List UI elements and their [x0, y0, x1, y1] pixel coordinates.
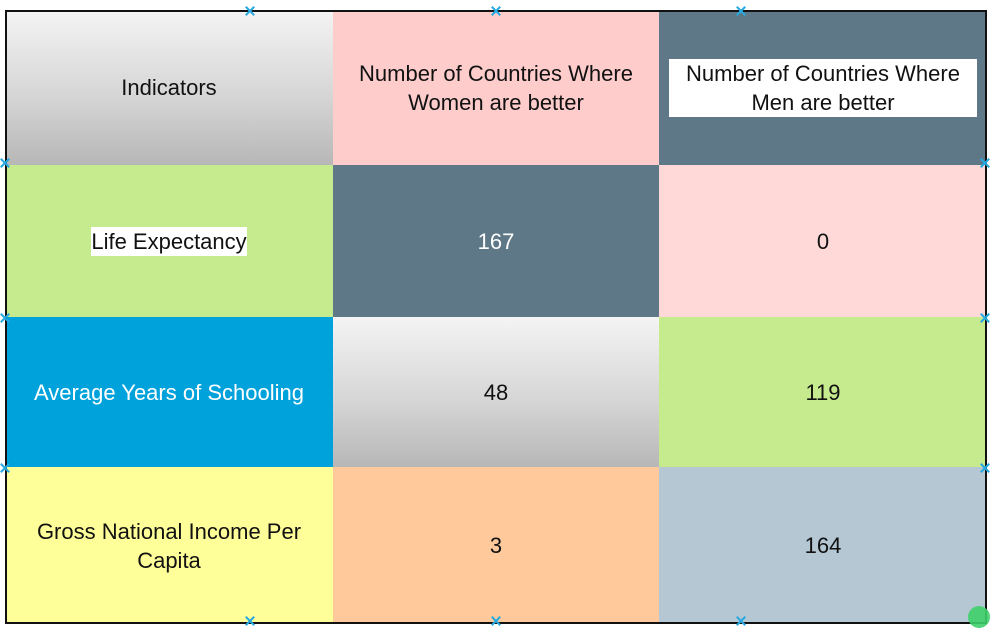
selection-handle-icon[interactable]	[980, 313, 990, 323]
selection-handle-icon[interactable]	[245, 6, 255, 16]
selection-handle-icon[interactable]	[980, 463, 990, 473]
connection-dot-icon[interactable]	[968, 606, 990, 628]
row-gni-indicator: Gross National Income Per Capita	[5, 467, 333, 624]
selection-handle-icon[interactable]	[0, 313, 10, 323]
row-schooling-indicator: Average Years of Schooling	[5, 317, 333, 467]
selection-handle-icon[interactable]	[245, 616, 255, 626]
selection-handle-icon[interactable]	[0, 463, 10, 473]
selection-handle-icon[interactable]	[0, 158, 10, 168]
header-men-better: Number of Countries Where Men are better	[659, 10, 987, 165]
row-schooling-men: 119	[659, 317, 987, 467]
selection-handle-icon[interactable]	[980, 158, 990, 168]
row-life-expectancy-men: 0	[659, 165, 987, 317]
row-gni-men: 164	[659, 467, 987, 624]
header-indicators: Indicators	[5, 10, 333, 165]
row-life-expectancy-indicator: Life Expectancy	[5, 165, 333, 317]
selection-handle-icon[interactable]	[491, 6, 501, 16]
row-schooling-women: 48	[333, 317, 659, 467]
comparison-table[interactable]: Indicators Number of Countries Where Wom…	[5, 10, 987, 624]
row-gni-women: 3	[333, 467, 659, 624]
selection-handle-icon[interactable]	[736, 6, 746, 16]
row-life-expectancy-women: 167	[333, 165, 659, 317]
selection-handle-icon[interactable]	[491, 616, 501, 626]
header-women-better: Number of Countries Where Women are bett…	[333, 10, 659, 165]
selection-handle-icon[interactable]	[736, 616, 746, 626]
